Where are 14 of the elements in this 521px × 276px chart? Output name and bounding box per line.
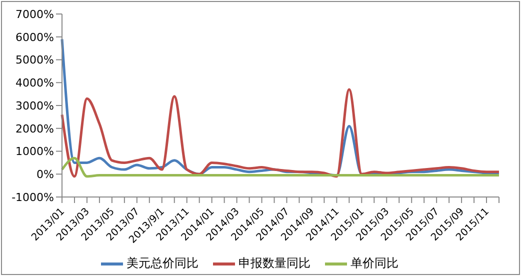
y-tick-label: 6000%	[16, 30, 54, 44]
y-tick-label: 1000%	[16, 145, 54, 158]
line-series	[60, 156, 500, 178]
legend-label: 单价同比	[350, 255, 398, 272]
y-tick-label: 7000%	[16, 8, 54, 21]
y-tick-label: 5000%	[16, 54, 54, 67]
legend-label: 申报数量同比	[238, 255, 310, 272]
legend-label: 美元总价同比	[126, 255, 198, 272]
line-series	[60, 88, 500, 178]
y-tick-label: 4000%	[16, 76, 54, 90]
y-tick-label: 3000%	[16, 99, 54, 112]
y-tick-label: -1000%	[12, 190, 54, 204]
y-tick-label: 0%	[36, 168, 54, 182]
y-tick-label: 2000%	[16, 122, 54, 136]
